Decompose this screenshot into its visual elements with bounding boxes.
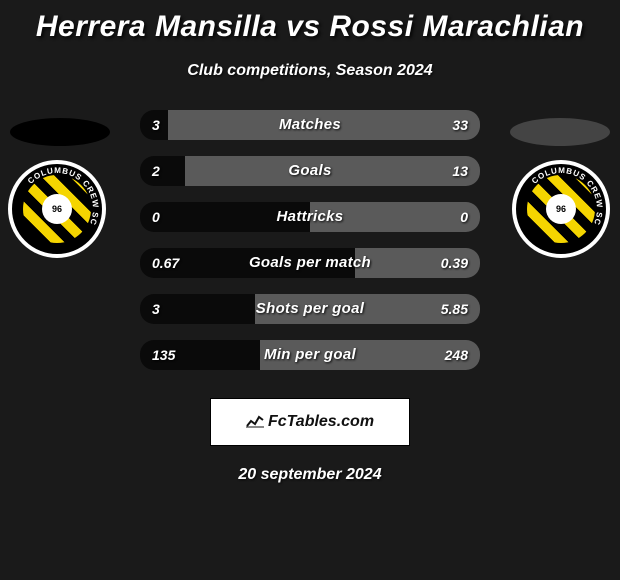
stat-row: Shots per goal3 5.85	[140, 294, 480, 324]
stat-value-left: 0	[152, 202, 160, 232]
date-text: 20 september 2024	[0, 466, 620, 484]
crest-center-badge: 96	[42, 194, 72, 224]
stat-value-right: 33	[452, 110, 468, 140]
attribution-text: FcTables.com	[268, 413, 374, 431]
stat-value-left: 135	[152, 340, 175, 370]
chart-icon	[246, 414, 264, 431]
attribution-badge: FcTables.com	[210, 398, 410, 446]
stat-value-left: 3	[152, 294, 160, 324]
stat-label: Min per goal	[140, 340, 480, 370]
stat-value-right: 13	[452, 156, 468, 186]
stat-value-right: 5.85	[441, 294, 468, 324]
stat-label: Goals per match	[140, 248, 480, 278]
left-ellipse-shadow	[10, 118, 110, 146]
stat-label: Matches	[140, 110, 480, 140]
crest-checker: 96	[23, 175, 91, 243]
stat-row: Min per goal135 248	[140, 340, 480, 370]
stat-row: Goals2 13	[140, 156, 480, 186]
stat-row: Hattricks0 0	[140, 202, 480, 232]
crest-circle: COLUMBUS CREW SC 96	[512, 160, 610, 258]
stat-bars: Matches333Goals213Hattricks00Goals per m…	[140, 110, 480, 386]
crest-checker: 96	[527, 175, 595, 243]
left-team-crest: COLUMBUS CREW SC 96	[8, 160, 108, 260]
stat-value-left: 0.67	[152, 248, 179, 278]
stat-value-right: 0.39	[441, 248, 468, 278]
stat-row: Matches333	[140, 110, 480, 140]
crest-circle: COLUMBUS CREW SC 96	[8, 160, 106, 258]
stat-label: Hattricks	[140, 202, 480, 232]
stat-value-left: 2	[152, 156, 160, 186]
crest-center-badge: 96	[546, 194, 576, 224]
page-title: Herrera Mansilla vs Rossi Marachlian	[0, 0, 620, 44]
comparison-card: Herrera Mansilla vs Rossi Marachlian Clu…	[0, 0, 620, 580]
stat-value-right: 0	[460, 202, 468, 232]
right-team-crest: COLUMBUS CREW SC 96	[512, 160, 612, 260]
stat-row: Goals per match0.67 0.39	[140, 248, 480, 278]
stat-label: Goals	[140, 156, 480, 186]
stat-value-left: 3	[152, 110, 160, 140]
subtitle: Club competitions, Season 2024	[0, 62, 620, 80]
right-ellipse-shadow	[510, 118, 610, 146]
stats-area: COLUMBUS CREW SC 96 COLUMBUS CREW SC 96	[0, 110, 620, 390]
stat-label: Shots per goal	[140, 294, 480, 324]
stat-value-right: 248	[445, 340, 468, 370]
